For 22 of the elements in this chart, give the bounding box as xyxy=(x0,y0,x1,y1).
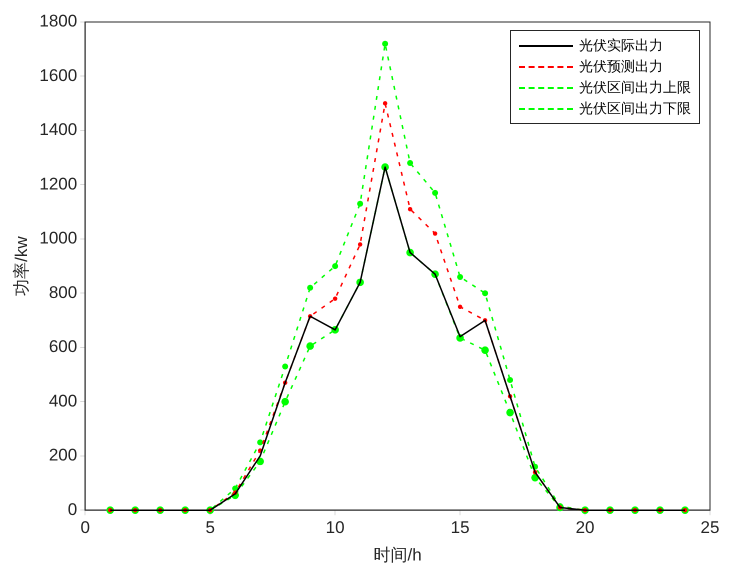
y-axis-title: 功率/kw xyxy=(12,236,31,296)
legend-label: 光伏实际出力 xyxy=(579,36,663,55)
y-tick-label: 200 xyxy=(48,446,78,465)
legend-label: 光伏预测出力 xyxy=(579,57,663,76)
y-tick-label: 1400 xyxy=(39,120,78,140)
y-tick-label: 400 xyxy=(48,391,78,410)
x-tick-label: 20 xyxy=(576,518,595,538)
x-tick-label: 5 xyxy=(205,518,215,538)
y-tick-label: 1000 xyxy=(39,228,78,248)
x-tick-label: 25 xyxy=(700,518,720,538)
x-tick-label: 15 xyxy=(450,518,470,538)
x-tick-label: 10 xyxy=(326,518,345,538)
y-tick-label: 1200 xyxy=(39,174,78,194)
y-tick-label: 1800 xyxy=(39,12,78,31)
x-axis-title: 时间/h xyxy=(374,545,422,564)
y-tick-label: 600 xyxy=(48,337,78,356)
legend-label: 光伏区间出力上限 xyxy=(579,78,691,97)
y-tick-label: 1600 xyxy=(39,66,78,85)
legend-label: 光伏区间出力下限 xyxy=(579,99,691,118)
y-tick-label: 0 xyxy=(68,500,78,519)
x-tick-label: 0 xyxy=(80,518,90,538)
y-tick-label: 800 xyxy=(48,282,78,302)
